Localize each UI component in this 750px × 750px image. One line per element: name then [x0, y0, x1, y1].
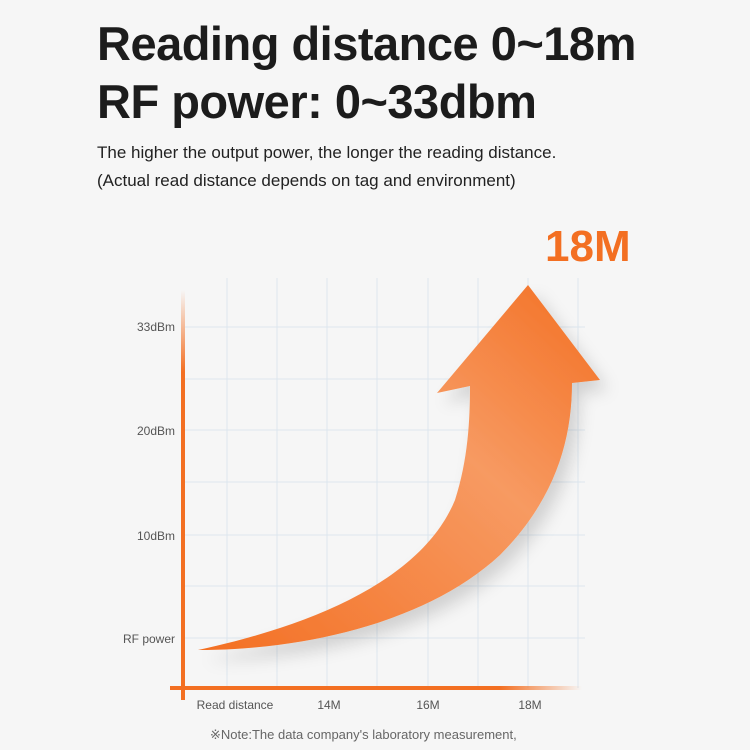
- subtitle-line-1: The higher the output power, the longer …: [97, 143, 557, 162]
- x-tick-18m: 18M: [518, 698, 542, 712]
- y-tick-33dbm: 33dBm: [136, 320, 175, 334]
- x-axis: [170, 686, 582, 690]
- headline-power: RF power: 0~33dbm: [97, 75, 537, 128]
- callout-18m: 18M: [545, 222, 631, 271]
- headline-distance: Reading distance 0~18m: [97, 17, 636, 70]
- footnote: ※Note:The data company's laboratory meas…: [210, 727, 517, 742]
- x-tick-16m: 16M: [416, 698, 440, 712]
- growth-arrow: [198, 285, 600, 650]
- y-axis-label: RF power: [122, 632, 175, 646]
- x-tick-14m: 14M: [317, 698, 341, 712]
- y-axis: [181, 290, 185, 700]
- y-tick-20dbm: 20dBm: [136, 424, 175, 438]
- y-tick-10dbm: 10dBm: [136, 529, 175, 543]
- subtitle-line-2: (Actual read distance depends on tag and…: [97, 171, 516, 190]
- x-axis-label: Read distance: [196, 698, 274, 712]
